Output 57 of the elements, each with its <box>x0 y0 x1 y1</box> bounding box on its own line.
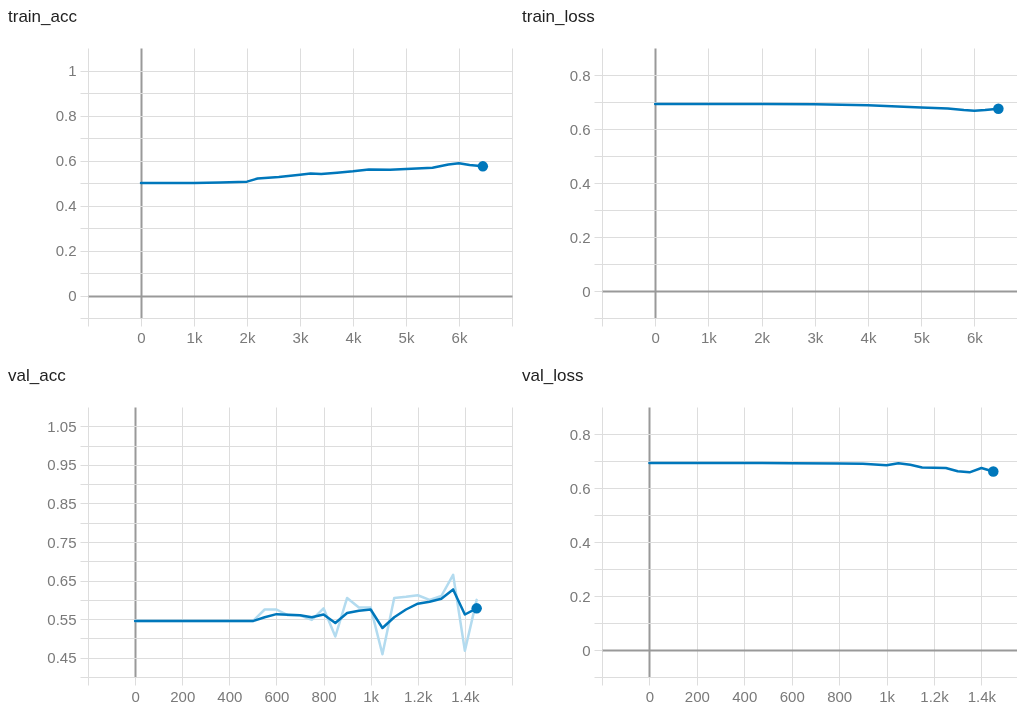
x-tick-label: 400 <box>217 687 243 705</box>
y-tick-label: 0.4 <box>569 174 591 192</box>
chart-title: train_loss <box>522 7 595 26</box>
x-tick-label: 1.2k <box>404 687 433 705</box>
x-tick-label: 1k <box>363 687 380 705</box>
x-tick-label: 0 <box>651 328 660 346</box>
x-tick-label: 5k <box>398 328 415 346</box>
x-tick-label: 6k <box>967 328 984 346</box>
x-tick-label: 400 <box>732 687 758 705</box>
x-tick-label: 1.4k <box>451 687 481 705</box>
y-tick-label: 0 <box>582 282 591 300</box>
x-tick-label: 200 <box>684 687 710 705</box>
x-tick-label: 3k <box>807 328 824 346</box>
x-tick-label: 4k <box>345 328 362 346</box>
y-tick-label: 0.2 <box>55 242 77 259</box>
y-tick-label: 0.4 <box>55 197 77 214</box>
y-tick-label: 0.8 <box>55 107 77 124</box>
x-tick-label: 1k <box>700 328 718 346</box>
y-tick-label: 0.8 <box>569 425 591 443</box>
y-tick-label: 0.8 <box>569 66 591 84</box>
x-tick-label: 5k <box>913 328 931 346</box>
x-tick-label: 1k <box>186 328 203 346</box>
x-tick-label: 2k <box>239 328 256 346</box>
y-tick-label: 0.6 <box>55 152 77 169</box>
y-tick-label: 1.05 <box>47 417 77 435</box>
x-tick-label: 6k <box>451 328 468 346</box>
y-tick-label: 0.85 <box>47 494 77 512</box>
x-tick-label: 1k <box>879 687 896 705</box>
y-tick-label: 0.2 <box>569 587 591 605</box>
chart-title: train_acc <box>8 7 78 26</box>
x-tick-label: 4k <box>860 328 877 346</box>
y-tick-label: 0.55 <box>47 610 77 628</box>
x-tick-label: 1.2k <box>920 687 950 705</box>
y-tick-label: 0.2 <box>569 228 591 246</box>
x-tick-label: 3k <box>292 328 309 346</box>
chart-title: val_acc <box>8 366 67 385</box>
y-tick-label: 0.6 <box>569 120 591 138</box>
y-tick-label: 1 <box>68 62 77 79</box>
y-tick-label: 0.4 <box>569 533 591 551</box>
x-tick-label: 200 <box>170 687 196 705</box>
x-tick-label: 0 <box>645 687 655 705</box>
y-tick-label: 0.75 <box>47 533 77 551</box>
y-tick-label: 0.6 <box>569 479 591 497</box>
x-tick-label: 1.4k <box>967 687 997 705</box>
x-tick-label: 0 <box>131 687 140 705</box>
x-tick-label: 800 <box>827 687 853 705</box>
y-tick-label: 0.45 <box>47 649 77 667</box>
chart-title: val_loss <box>522 366 584 385</box>
x-tick-label: 600 <box>264 687 290 705</box>
x-tick-label: 800 <box>311 687 337 705</box>
x-tick-label: 0 <box>137 328 146 346</box>
y-tick-label: 0.95 <box>47 456 77 474</box>
y-tick-label: 0 <box>68 287 77 304</box>
x-tick-label: 600 <box>779 687 805 705</box>
y-tick-label: 0 <box>582 641 591 659</box>
y-tick-label: 0.65 <box>47 572 77 590</box>
x-tick-label: 2k <box>754 328 771 346</box>
